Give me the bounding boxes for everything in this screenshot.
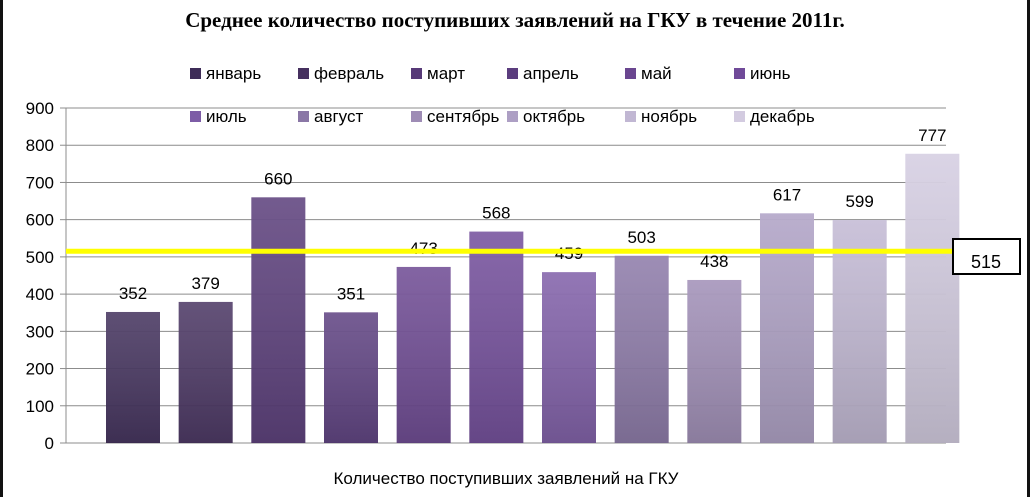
data-label: 599 (845, 192, 873, 211)
bar-shade (396, 266, 451, 443)
data-label: 379 (191, 274, 219, 293)
legend-label: январь (206, 64, 261, 83)
bar-shade (106, 311, 160, 443)
bar-shade (251, 197, 306, 443)
data-label: 777 (918, 126, 946, 145)
legend-label: февраль (314, 64, 384, 83)
data-label: 473 (409, 239, 437, 258)
legend-swatch (507, 111, 518, 122)
legend-label: ноябрь (641, 107, 697, 126)
legend-label: декабрь (750, 107, 815, 126)
legend-swatch (507, 68, 518, 79)
legend-swatch (190, 111, 201, 122)
bar-shade (832, 220, 887, 443)
legend-label: май (641, 64, 672, 83)
y-tick-label: 700 (26, 173, 54, 192)
y-tick-label: 900 (26, 99, 54, 118)
legend-label: апрель (523, 64, 579, 83)
y-tick-label: 200 (26, 360, 54, 379)
data-label: 438 (700, 252, 728, 271)
data-label: 568 (482, 204, 510, 223)
data-label: 617 (773, 185, 801, 204)
legend-label: август (314, 107, 363, 126)
bar-shade (542, 272, 596, 443)
y-tick-label: 100 (26, 397, 54, 416)
y-tick-label: 500 (26, 248, 54, 267)
y-tick-label: 600 (26, 211, 54, 230)
legend-swatch (625, 68, 636, 79)
legend-swatch (411, 68, 422, 79)
bar-shade (905, 153, 960, 444)
legend-swatch (190, 68, 201, 79)
y-tick-label: 0 (45, 434, 54, 453)
legend-label: сентябрь (427, 107, 500, 126)
legend-swatch (298, 111, 309, 122)
data-label: 352 (119, 284, 147, 303)
data-label: 351 (337, 284, 365, 303)
average-box (952, 238, 1021, 275)
legend-swatch (734, 111, 745, 122)
legend-label: июнь (750, 64, 791, 83)
bar-shade (178, 301, 233, 443)
legend-label: октябрь (523, 107, 585, 126)
legend-swatch (411, 111, 422, 122)
y-tick-label: 400 (26, 285, 54, 304)
x-axis-title: Количество поступивших заявлений на ГКУ (334, 469, 679, 488)
data-label: 503 (627, 228, 655, 247)
bar-shade (614, 255, 669, 443)
legend-label: март (427, 64, 465, 83)
bar-shade (469, 231, 524, 443)
data-label: 660 (264, 169, 292, 188)
bar-shade (324, 312, 378, 443)
legend-swatch (625, 111, 636, 122)
y-tick-label: 300 (26, 322, 54, 341)
legend-swatch (734, 68, 745, 79)
legend-swatch (298, 68, 309, 79)
y-tick-label: 800 (26, 136, 54, 155)
bar-shade (760, 213, 814, 443)
average-label: 515 (971, 252, 1001, 272)
legend-label: июль (206, 107, 247, 126)
bar-shade (687, 279, 742, 443)
chart-title: Среднее количество поступивших заявлений… (185, 8, 845, 32)
